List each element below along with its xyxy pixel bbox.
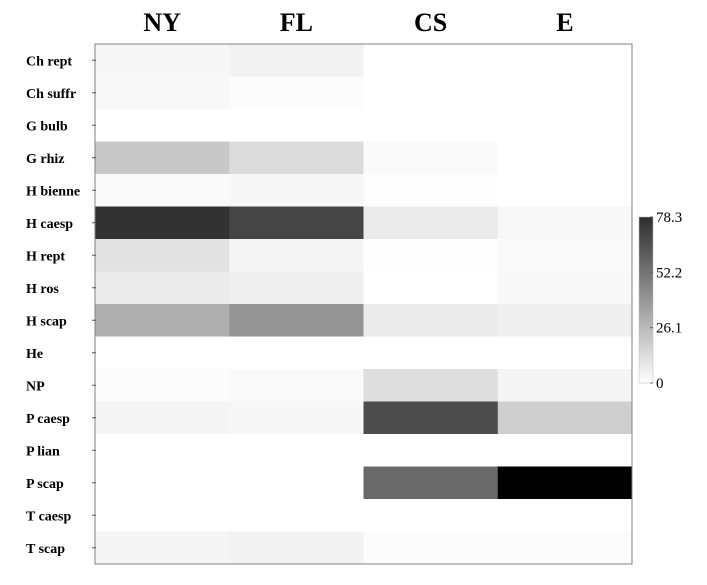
column-label-cs: CS: [414, 8, 447, 37]
column-labels: NY FL CS E: [143, 8, 573, 37]
cell-h-scap-e: [497, 304, 633, 337]
colorbar-tick-label: 52.2: [656, 265, 682, 281]
row-labels: Ch rept Ch suffr G bulb G rhiz H bienne H cae…: [26, 54, 96, 557]
cell-t-scap-e: [497, 531, 633, 565]
cell-h-rept-e: [497, 239, 633, 272]
cell-t-scap-ny: [95, 531, 230, 565]
cell-h-caesp-cs: [363, 206, 499, 240]
cell-ch-suffr-e: [497, 76, 633, 110]
cell-h-scap-cs: [363, 304, 499, 337]
cell-p-scap-e: [497, 466, 633, 500]
cell-ch-rept-cs: [363, 44, 499, 77]
cell-np-fl: [229, 369, 364, 402]
cell-ch-suffr-ny: [95, 76, 230, 110]
colorbar: 78.3 52.2 26.1 0: [638, 210, 682, 392]
cell-h-ros-fl: [229, 271, 364, 305]
cell-p-caesp-e: [497, 401, 633, 435]
cell-p-caesp-cs: [363, 401, 499, 435]
colorbar-tick-label: 26.1: [656, 321, 682, 337]
row-label-ch-rept: Ch rept: [26, 54, 72, 69]
row-label-h-ros: H ros: [26, 282, 59, 297]
cell-np-cs: [363, 369, 499, 402]
cell-g-rhiz-cs: [363, 141, 499, 175]
cell-h-scap-fl: [229, 304, 364, 337]
row-label-np: NP: [26, 379, 45, 394]
cell-np-e: [497, 369, 633, 402]
cell-h-bienne-e: [497, 174, 633, 207]
cell-h-scap-ny: [95, 304, 230, 337]
row-label-g-bulb: G bulb: [26, 119, 68, 134]
row-label-h-rept: H rept: [26, 249, 65, 264]
cell-t-caesp-e: [497, 499, 633, 532]
cell-h-caesp-ny: [95, 206, 230, 240]
cell-h-bienne-cs: [363, 174, 499, 207]
cell-p-caesp-fl: [229, 401, 364, 435]
cell-g-bulb-fl: [229, 109, 364, 142]
cell-p-caesp-ny: [95, 401, 230, 435]
cell-ch-rept-ny: [95, 44, 230, 77]
cell-ch-rept-e: [497, 44, 633, 77]
column-label-fl: FL: [280, 8, 313, 37]
cell-ch-suffr-fl: [229, 76, 364, 110]
row-label-t-scap: T scap: [26, 542, 65, 557]
cell-p-scap-cs: [363, 466, 499, 500]
cell-g-bulb-e: [497, 109, 633, 142]
cell-h-caesp-e: [497, 206, 633, 240]
colorbar-tick-label: 0: [656, 376, 664, 392]
row-label-h-caesp: H caesp: [26, 217, 73, 232]
cell-h-bienne-ny: [95, 174, 230, 207]
cell-ch-rept-fl: [229, 44, 364, 77]
cell-p-lian-cs: [363, 434, 499, 467]
row-label-p-scap: P scap: [26, 477, 64, 492]
cell-h-rept-cs: [363, 239, 499, 272]
heatmap-cells: [95, 44, 633, 565]
cell-p-lian-ny: [95, 434, 230, 467]
row-label-h-scap: H scap: [26, 314, 67, 329]
cell-t-caesp-ny: [95, 499, 230, 532]
row-label-he: He: [26, 347, 43, 362]
cell-h-bienne-fl: [229, 174, 364, 207]
cell-g-rhiz-fl: [229, 141, 364, 175]
cell-h-rept-ny: [95, 239, 230, 272]
cell-h-rept-fl: [229, 239, 364, 272]
cell-he-cs: [363, 336, 499, 370]
cell-g-rhiz-e: [497, 141, 633, 175]
cell-p-scap-fl: [229, 466, 364, 500]
cell-p-lian-fl: [229, 434, 364, 467]
row-label-g-rhiz: G rhiz: [26, 152, 65, 167]
cell-t-caesp-fl: [229, 499, 364, 532]
cell-he-e: [497, 336, 633, 370]
cell-h-ros-cs: [363, 271, 499, 305]
cell-he-fl: [229, 336, 364, 370]
cell-p-lian-e: [497, 434, 633, 467]
cell-g-bulb-ny: [95, 109, 230, 142]
cell-t-scap-cs: [363, 531, 499, 565]
plot-frame: [94, 43, 633, 565]
cell-h-ros-ny: [95, 271, 230, 305]
colorbar-tick-label: 78.3: [656, 210, 682, 226]
row-label-h-bienne: H bienne: [26, 184, 80, 199]
cell-p-scap-ny: [95, 466, 230, 500]
colorbar-gradient: [638, 216, 654, 384]
cell-g-rhiz-ny: [95, 141, 230, 175]
cell-np-ny: [95, 369, 230, 402]
row-label-p-caesp: P caesp: [26, 412, 70, 427]
cell-g-bulb-cs: [363, 109, 499, 142]
row-label-ch-suffr: Ch suffr: [26, 87, 76, 102]
column-label-ny: NY: [143, 8, 181, 37]
cell-he-ny: [95, 336, 230, 370]
cell-ch-suffr-cs: [363, 76, 499, 110]
cell-h-caesp-fl: [229, 206, 364, 240]
cell-t-scap-fl: [229, 531, 364, 565]
cell-h-ros-e: [497, 271, 633, 305]
cell-t-caesp-cs: [363, 499, 499, 532]
row-label-p-lian: P lian: [26, 444, 60, 459]
column-label-e: E: [556, 8, 573, 37]
row-label-t-caesp: T caesp: [26, 509, 71, 524]
